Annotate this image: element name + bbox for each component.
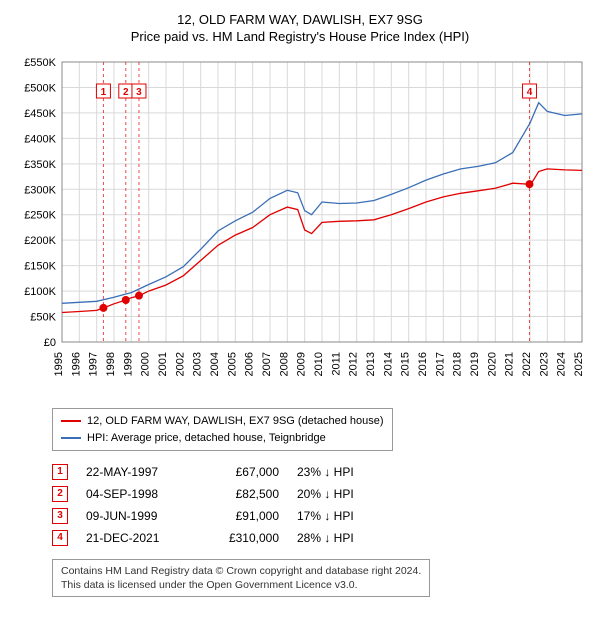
svg-text:2008: 2008 xyxy=(278,352,290,376)
sale-date: 22-MAY-1997 xyxy=(86,465,181,479)
sale-delta: 20% ↓ HPI xyxy=(297,487,377,501)
svg-text:£50K: £50K xyxy=(30,312,56,324)
chart-legend: 12, OLD FARM WAY, DAWLISH, EX7 9SG (deta… xyxy=(52,408,393,451)
svg-text:2005: 2005 xyxy=(226,352,238,376)
chart-title-line2: Price paid vs. HM Land Registry's House … xyxy=(12,29,588,44)
marker-box-4: 4 xyxy=(52,530,68,546)
chart-title-line1: 12, OLD FARM WAY, DAWLISH, EX7 9SG xyxy=(12,12,588,27)
svg-text:2019: 2019 xyxy=(469,352,481,376)
svg-text:2018: 2018 xyxy=(452,352,464,376)
svg-text:2011: 2011 xyxy=(330,352,342,376)
svg-text:2021: 2021 xyxy=(504,352,516,376)
svg-text:2002: 2002 xyxy=(174,352,186,376)
svg-text:1999: 1999 xyxy=(122,352,134,376)
legend-row-series2: HPI: Average price, detached house, Teig… xyxy=(61,430,384,447)
svg-text:2020: 2020 xyxy=(486,352,498,376)
svg-text:1998: 1998 xyxy=(105,352,117,376)
legend-label-2: HPI: Average price, detached house, Teig… xyxy=(87,430,326,447)
sale-date: 09-JUN-1999 xyxy=(86,509,181,523)
svg-text:£250K: £250K xyxy=(24,210,56,222)
chart-svg: £0 £50K £100K £150K £200K £250K £300K £350K £400… xyxy=(12,52,588,397)
sale-price: £310,000 xyxy=(199,531,279,545)
svg-text:2004: 2004 xyxy=(209,352,221,376)
svg-text:2009: 2009 xyxy=(296,352,308,376)
marker-box-3: 3 xyxy=(52,508,68,524)
attribution-line1: Contains HM Land Registry data © Crown c… xyxy=(61,564,421,578)
sale-price: £91,000 xyxy=(199,509,279,523)
table-row: 2 04-SEP-1998 £82,500 20% ↓ HPI xyxy=(52,483,588,505)
svg-text:£500K: £500K xyxy=(24,82,56,94)
sale-date: 04-SEP-1998 xyxy=(86,487,181,501)
svg-text:2003: 2003 xyxy=(192,352,204,376)
svg-text:£450K: £450K xyxy=(24,108,56,120)
attribution-box: Contains HM Land Registry data © Crown c… xyxy=(52,559,430,597)
sale-date: 21-DEC-2021 xyxy=(86,531,181,545)
svg-text:1: 1 xyxy=(101,87,107,98)
svg-text:3: 3 xyxy=(136,87,142,98)
svg-text:£400K: £400K xyxy=(24,133,56,145)
svg-text:£300K: £300K xyxy=(24,184,56,196)
legend-row-series1: 12, OLD FARM WAY, DAWLISH, EX7 9SG (deta… xyxy=(61,413,384,430)
svg-text:2017: 2017 xyxy=(434,352,446,376)
svg-text:2: 2 xyxy=(123,87,129,98)
legend-swatch-1 xyxy=(61,420,81,422)
svg-text:2012: 2012 xyxy=(348,352,360,376)
attribution-line2: This data is licensed under the Open Gov… xyxy=(61,578,421,592)
svg-text:2001: 2001 xyxy=(157,352,169,376)
svg-text:£100K: £100K xyxy=(24,286,56,298)
svg-text:2007: 2007 xyxy=(261,352,273,376)
legend-swatch-2 xyxy=(61,437,81,439)
svg-text:1995: 1995 xyxy=(53,352,65,376)
svg-text:1997: 1997 xyxy=(88,352,100,376)
svg-text:4: 4 xyxy=(527,87,533,98)
table-row: 3 09-JUN-1999 £91,000 17% ↓ HPI xyxy=(52,505,588,527)
sale-price: £82,500 xyxy=(199,487,279,501)
sale-delta: 17% ↓ HPI xyxy=(297,509,377,523)
svg-text:£350K: £350K xyxy=(24,159,56,171)
svg-text:2025: 2025 xyxy=(573,352,585,376)
sale-price: £67,000 xyxy=(199,465,279,479)
svg-text:2014: 2014 xyxy=(382,352,394,376)
svg-text:£0: £0 xyxy=(44,337,56,349)
price-chart: £0 £50K £100K £150K £200K £250K £300K £350K £400… xyxy=(12,52,588,402)
svg-text:2024: 2024 xyxy=(556,352,568,376)
legend-label-1: 12, OLD FARM WAY, DAWLISH, EX7 9SG (deta… xyxy=(87,413,384,430)
svg-text:2015: 2015 xyxy=(400,352,412,376)
svg-text:2010: 2010 xyxy=(313,352,325,376)
svg-text:2006: 2006 xyxy=(244,352,256,376)
svg-text:£150K: £150K xyxy=(24,261,56,273)
svg-text:2000: 2000 xyxy=(140,352,152,376)
sales-table: 1 22-MAY-1997 £67,000 23% ↓ HPI 2 04-SEP… xyxy=(52,461,588,549)
svg-text:2023: 2023 xyxy=(538,352,550,376)
table-row: 4 21-DEC-2021 £310,000 28% ↓ HPI xyxy=(52,527,588,549)
marker-box-1: 1 xyxy=(52,464,68,480)
svg-text:1996: 1996 xyxy=(70,352,82,376)
sale-delta: 28% ↓ HPI xyxy=(297,531,377,545)
svg-text:2013: 2013 xyxy=(365,352,377,376)
marker-box-2: 2 xyxy=(52,486,68,502)
table-row: 1 22-MAY-1997 £67,000 23% ↓ HPI xyxy=(52,461,588,483)
svg-text:£200K: £200K xyxy=(24,235,56,247)
svg-text:2016: 2016 xyxy=(417,352,429,376)
sale-delta: 23% ↓ HPI xyxy=(297,465,377,479)
svg-text:2022: 2022 xyxy=(521,352,533,376)
svg-text:£550K: £550K xyxy=(24,57,56,69)
